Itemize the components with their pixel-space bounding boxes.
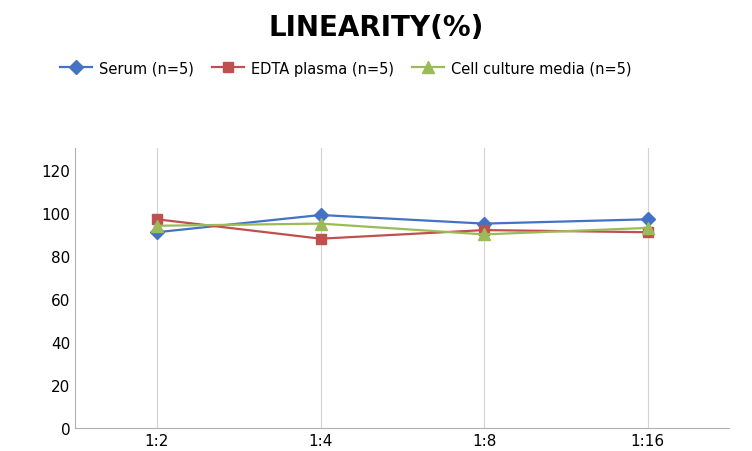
Serum (n=5) [153,230,162,235]
Text: LINEARITY(%): LINEARITY(%) [268,14,484,41]
EDTA plasma (n=5) [480,228,489,233]
Line: Cell culture media (n=5): Cell culture media (n=5) [151,219,653,240]
Serum (n=5) [643,217,652,222]
EDTA plasma (n=5) [643,230,652,235]
EDTA plasma (n=5) [153,217,162,222]
Line: Serum (n=5): Serum (n=5) [152,211,653,238]
Cell culture media (n=5) [316,221,325,227]
Serum (n=5) [316,213,325,218]
EDTA plasma (n=5) [316,236,325,242]
Cell culture media (n=5) [643,226,652,231]
Line: EDTA plasma (n=5): EDTA plasma (n=5) [152,215,653,244]
Cell culture media (n=5) [480,232,489,238]
Cell culture media (n=5) [153,224,162,229]
Serum (n=5) [480,221,489,227]
Legend: Serum (n=5), EDTA plasma (n=5), Cell culture media (n=5): Serum (n=5), EDTA plasma (n=5), Cell cul… [60,61,632,76]
